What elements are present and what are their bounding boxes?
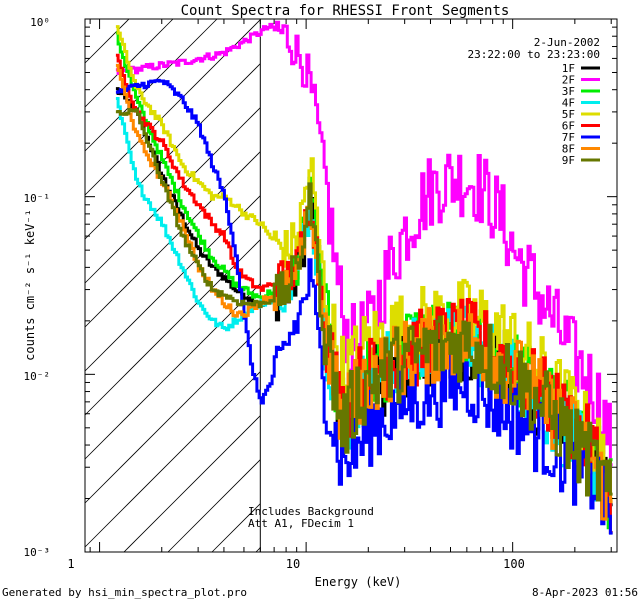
hatch-line: [123, 415, 261, 553]
hatch-line: [84, 239, 261, 416]
hatch-line: [84, 63, 261, 240]
legend-label-1f: 1F: [562, 62, 575, 75]
hatch-line: [84, 151, 261, 328]
legend-label-4f: 4F: [562, 97, 575, 110]
footer-generated-by: Generated by hsi_min_spectra_plot.pro: [2, 586, 247, 599]
y-tick-label-1e-2: 10⁻²: [24, 370, 51, 383]
hatch-line: [167, 459, 261, 553]
date-label: 2-Jun-2002: [534, 36, 600, 49]
y-tick-label-1e-1: 10⁻¹: [24, 192, 51, 205]
legend-label-5f: 5F: [562, 108, 575, 121]
hatch-line: [255, 547, 261, 553]
legend-label-9f: 9F: [562, 154, 575, 167]
time-range-label: 23:22:00 to 23:23:00: [468, 48, 600, 61]
annotation-background: Includes Background: [248, 505, 374, 518]
legend-label-3f: 3F: [562, 85, 575, 98]
x-axis-label: Energy (keV): [315, 575, 402, 589]
hatch-line: [84, 327, 261, 504]
legend-label-6f: 6F: [562, 120, 575, 133]
x-tick-label-10: 10: [286, 557, 300, 571]
plot-frame: [84, 18, 618, 553]
annotation-attenuator: Att A1, FDecim 1: [248, 517, 354, 530]
excluded-region-hatch: [84, 18, 261, 553]
x-tick-label-1: 1: [67, 557, 74, 571]
hatch-line: [84, 18, 130, 64]
hatch-line: [84, 283, 261, 460]
legend-label-8f: 8F: [562, 143, 575, 156]
footer-date-time: 8-Apr-2023 01:56: [532, 586, 638, 599]
x-tick-label-100: 100: [503, 557, 525, 571]
hatch-line: [84, 371, 261, 548]
chart-title: Count Spectra for RHESSI Front Segments: [181, 3, 510, 19]
y-tick-label-1e0: 10⁰: [30, 16, 50, 29]
series-group: [115, 20, 613, 535]
y-tick-label-1e-3: 10⁻³: [24, 546, 51, 559]
legend-label-2f: 2F: [562, 74, 575, 87]
series-line-9f: [115, 108, 613, 502]
legend-label-7f: 7F: [562, 131, 575, 144]
hatch-line: [211, 503, 261, 553]
hatch-line: [84, 18, 218, 152]
y-axis-label: counts cm⁻² s⁻¹ keV⁻¹: [23, 209, 37, 361]
series-line-5f: [115, 25, 613, 509]
